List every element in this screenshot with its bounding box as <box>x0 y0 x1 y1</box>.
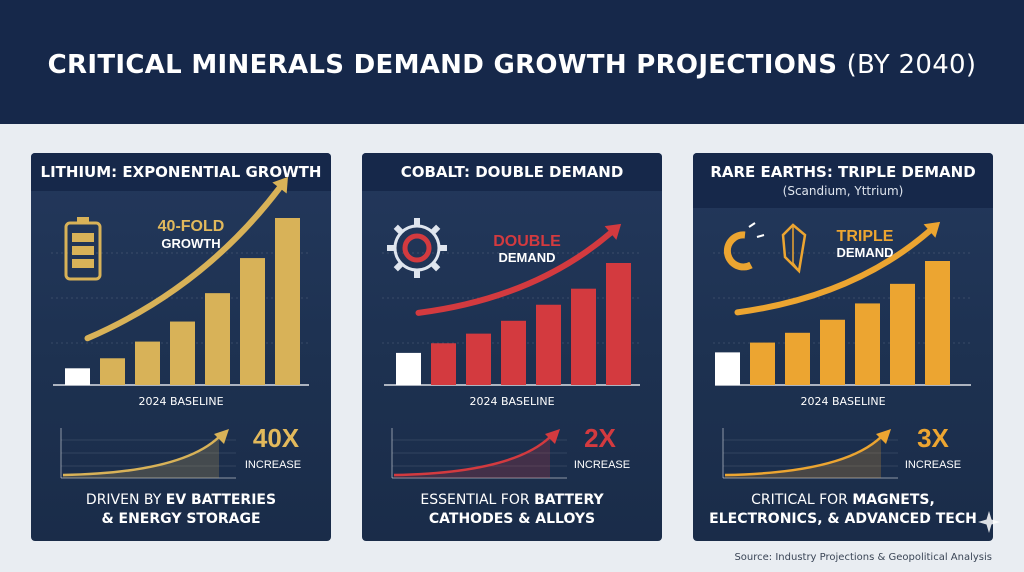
baseline-label: 2024 BASELINE <box>469 395 555 408</box>
summary-value: 2X <box>584 423 616 453</box>
growth-arrow-head <box>923 221 941 238</box>
summary-value: 3X <box>917 423 949 453</box>
title-main: CRITICAL MINERALS DEMAND GROWTH PROJECTI… <box>47 50 838 80</box>
bar <box>275 218 300 385</box>
rare-earths-panel: RARE EARTHS: TRIPLE DEMAND (Scandium, Yt… <box>693 153 993 541</box>
bar <box>536 304 561 385</box>
cobalt-chart: DOUBLE DEMAND 2X INCREASE <box>382 218 642 479</box>
summary-label: INCREASE <box>245 459 301 471</box>
lithium-panel: LITHIUM: EXPONENTIAL GROWTH 40-FOLD GROW… <box>31 153 331 541</box>
callout-line1: TRIPLE <box>837 228 894 245</box>
spark-area <box>63 437 219 478</box>
footer-text: CRITICAL FOR <box>751 492 853 508</box>
page-title: CRITICAL MINERALS DEMAND GROWTH PROJECTI… <box>0 50 1024 80</box>
gear-icon <box>387 218 447 278</box>
spark-arrow-head <box>545 429 560 444</box>
footer-line2: & ENERGY STORAGE <box>101 511 261 527</box>
growth-arrow <box>734 228 933 316</box>
baseline-bar <box>396 352 421 385</box>
rare-earths-chart: TRIPLE DEMAND 3X INCREASE <box>713 221 973 479</box>
bar <box>890 283 915 385</box>
source-note: Source: Industry Projections & Geopoliti… <box>734 552 992 563</box>
callout-line2: DEMAND <box>498 250 555 265</box>
crystal-icon <box>781 223 807 274</box>
bar <box>135 341 160 385</box>
callout-line2: GROWTH <box>161 236 220 251</box>
bar <box>606 263 631 385</box>
bar <box>431 343 456 385</box>
spark-arrow-head <box>214 429 229 444</box>
bar <box>855 303 880 385</box>
spark-area <box>394 437 550 478</box>
baseline-label: 2024 BASELINE <box>800 395 886 408</box>
spark-line <box>62 436 220 477</box>
footer-text: ESSENTIAL FOR <box>420 492 535 508</box>
bar <box>925 261 950 385</box>
spark-area <box>725 437 881 478</box>
spark-arrow-head <box>876 429 891 444</box>
bar <box>571 288 596 385</box>
cobalt-panel-title: COBALT: DOUBLE DEMAND <box>400 163 624 181</box>
growth-arrow <box>84 185 283 342</box>
footer-bold: BATTERY <box>534 492 604 508</box>
battery-icon <box>64 217 102 281</box>
baseline-label: 2024 BASELINE <box>138 395 224 408</box>
baseline-bar <box>715 352 740 385</box>
summary-label: INCREASE <box>574 459 630 471</box>
lithium-chart: 40-FOLD GROWTH 40X INCREASE <box>51 176 311 479</box>
title-suffix: (BY 2040) <box>846 50 977 80</box>
cobalt-panel-header <box>362 153 662 191</box>
summary-value: 40X <box>253 423 300 453</box>
footer-bold: EV BATTERIES <box>165 492 277 508</box>
sparkle-icon <box>978 511 1000 533</box>
footer-text: DRIVEN BY <box>85 492 166 508</box>
growth-arrow <box>415 230 614 316</box>
bar <box>466 333 491 385</box>
bar <box>501 320 526 385</box>
callout-line1: DOUBLE <box>493 233 561 250</box>
bar <box>820 319 845 385</box>
rare-earths-panel-subtitle: (Scandium, Yttrium) <box>782 184 904 198</box>
cobalt-panel: COBALT: DOUBLE DEMAND DOUBLE DEMAND 2X I… <box>362 153 662 541</box>
rare-earths-panel-header <box>693 153 993 208</box>
footer-bold: MAGNETS, <box>852 492 935 508</box>
growth-arrow-head <box>604 223 622 240</box>
footer-line2: ELECTRONICS, & ADVANCED TECH <box>709 511 977 527</box>
footer-line2: CATHODES & ALLOYS <box>428 511 596 527</box>
magnet-icon <box>723 222 765 271</box>
bar <box>750 342 775 385</box>
callout-line1: 40-FOLD <box>158 218 225 235</box>
bar <box>240 258 265 385</box>
spark-line <box>724 436 882 477</box>
lithium-panel-title: LITHIUM: EXPONENTIAL GROWTH <box>40 163 322 181</box>
summary-label: INCREASE <box>905 459 961 471</box>
lithium-footer: DRIVEN BY EV BATTERIES & ENERGY STORAGE <box>31 491 331 529</box>
bar <box>205 293 230 385</box>
rare-earths-footer: CRITICAL FOR MAGNETS, ELECTRONICS, & ADV… <box>693 491 993 529</box>
callout-line2: DEMAND <box>836 245 893 260</box>
bar <box>170 321 195 385</box>
rare-earths-panel-title: RARE EARTHS: TRIPLE DEMAND <box>710 163 976 181</box>
bar <box>100 358 125 385</box>
bar <box>785 332 810 385</box>
spark-line <box>393 436 551 477</box>
baseline-bar <box>65 368 90 385</box>
cobalt-footer: ESSENTIAL FOR BATTERY CATHODES & ALLOYS <box>362 491 662 529</box>
growth-arrow-head <box>272 176 288 194</box>
header-bar <box>0 0 1024 124</box>
